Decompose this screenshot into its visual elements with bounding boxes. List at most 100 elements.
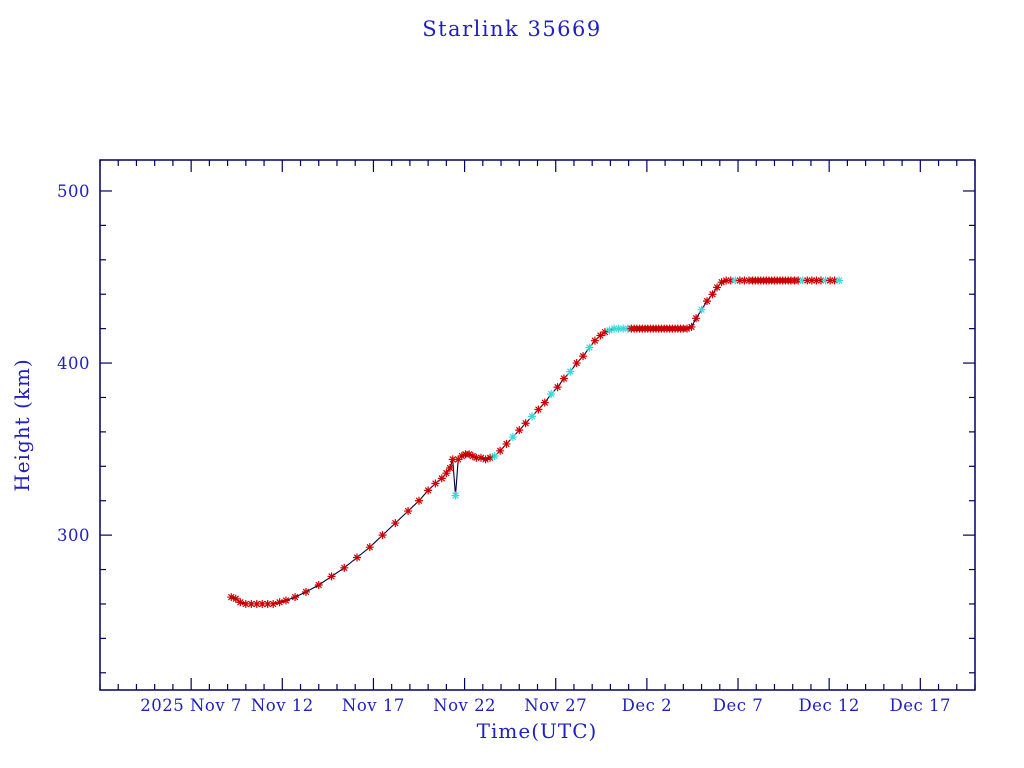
data-point-marker	[247, 599, 256, 608]
data-point-marker	[258, 599, 267, 608]
x-tick-label: 2025 Nov 7	[140, 696, 242, 715]
data-point-marker	[476, 453, 485, 462]
data-point-marker	[236, 598, 245, 607]
chart-title: Starlink 35669	[422, 17, 602, 41]
data-point-marker	[231, 594, 240, 603]
data-point-marker	[572, 359, 581, 368]
data-point-marker	[605, 326, 614, 335]
data-point-marker	[830, 276, 839, 285]
data-point-marker	[826, 276, 835, 285]
data-point-marker	[340, 563, 349, 572]
x-tick-label: Dec 12	[798, 696, 859, 715]
data-point-marker	[454, 455, 463, 464]
data-point-marker	[816, 276, 825, 285]
y-tick-label: 400	[57, 354, 90, 373]
height-line	[231, 279, 840, 605]
data-point-marker	[614, 324, 623, 333]
data-point-marker	[703, 297, 712, 306]
data-point-marker	[821, 276, 830, 285]
data-point-marker	[540, 398, 549, 407]
data-point-marker	[327, 572, 336, 581]
data-point-marker	[269, 599, 278, 608]
data-point-marker	[619, 324, 628, 333]
data-point-marker	[378, 531, 387, 540]
data-point-marker	[610, 324, 619, 333]
x-axis-label: Time(UTC)	[476, 719, 598, 743]
data-point-marker	[468, 451, 477, 460]
data-point-marker	[559, 374, 568, 383]
data-point-marker	[566, 367, 575, 376]
data-point-marker	[227, 593, 236, 602]
data-point-marker	[794, 276, 803, 285]
y-tick-label: 500	[57, 182, 90, 201]
y-tick-label: 300	[57, 526, 90, 545]
data-point-marker	[835, 276, 844, 285]
x-tick-label: Nov 22	[433, 696, 496, 715]
data-point-marker	[490, 451, 499, 460]
x-tick-label: Nov 27	[524, 696, 587, 715]
x-tick-label: Dec 7	[713, 696, 763, 715]
data-point-marker	[442, 469, 451, 478]
data-point-marker	[508, 433, 517, 442]
data-point-marker	[301, 587, 310, 596]
data-point-marker	[521, 419, 530, 428]
data-point-marker	[708, 290, 717, 299]
data-point-marker	[446, 464, 454, 473]
data-point-marker	[812, 276, 821, 285]
data-point-marker	[252, 599, 261, 608]
data-point-marker	[713, 283, 722, 292]
data-point-marker	[404, 507, 413, 516]
data-point-marker	[415, 496, 424, 505]
data-point-marker	[717, 278, 726, 287]
data-point-marker	[687, 322, 696, 331]
data-point-marker	[547, 390, 556, 399]
data-point-marker	[803, 276, 812, 285]
data-point-marker	[486, 453, 495, 462]
data-point-marker	[481, 455, 490, 464]
x-tick-label: Dec 17	[890, 696, 951, 715]
data-point-marker	[735, 276, 744, 285]
x-tick-label: Nov 17	[342, 696, 405, 715]
data-point-marker	[807, 276, 816, 285]
data-point-marker	[502, 439, 511, 448]
data-point-marker	[496, 446, 505, 455]
data-point-marker	[465, 450, 474, 459]
data-point-marker	[391, 519, 400, 528]
data-point-marker	[600, 328, 609, 337]
data-point-marker	[726, 276, 735, 285]
data-point-marker	[365, 543, 374, 552]
data-point-marker	[472, 453, 481, 462]
plot-frame	[99, 159, 976, 691]
data-point-marker	[515, 426, 524, 435]
data-point-marker	[553, 383, 562, 392]
data-point-marker	[241, 599, 250, 608]
data-point-marker	[437, 474, 446, 483]
data-point-marker	[353, 553, 362, 562]
data-point-marker	[740, 276, 749, 285]
data-point-marker	[534, 405, 543, 414]
data-point-marker	[731, 276, 740, 285]
data-point-marker	[692, 314, 701, 323]
data-point-marker	[682, 324, 691, 333]
data-point-marker	[263, 599, 272, 608]
data-point-marker	[579, 352, 588, 361]
data-point-marker	[722, 276, 731, 285]
data-point-marker	[697, 305, 706, 314]
data-point-marker	[314, 581, 323, 590]
data-point-marker	[596, 331, 605, 340]
data-point-marker	[585, 343, 594, 352]
x-tick-label: Nov 12	[251, 696, 314, 715]
data-point-marker	[281, 596, 290, 605]
data-point-marker	[275, 598, 284, 607]
x-tick-label: Dec 2	[622, 696, 672, 715]
data-point-marker	[457, 451, 466, 460]
data-point-marker	[448, 455, 457, 464]
data-point-marker	[798, 276, 807, 285]
data-point-marker	[528, 412, 537, 421]
data-point-marker	[291, 593, 300, 602]
data-point-marker	[431, 479, 440, 488]
data-point-marker	[590, 336, 599, 345]
data-point-marker	[451, 491, 460, 500]
data-point-marker	[424, 486, 433, 495]
